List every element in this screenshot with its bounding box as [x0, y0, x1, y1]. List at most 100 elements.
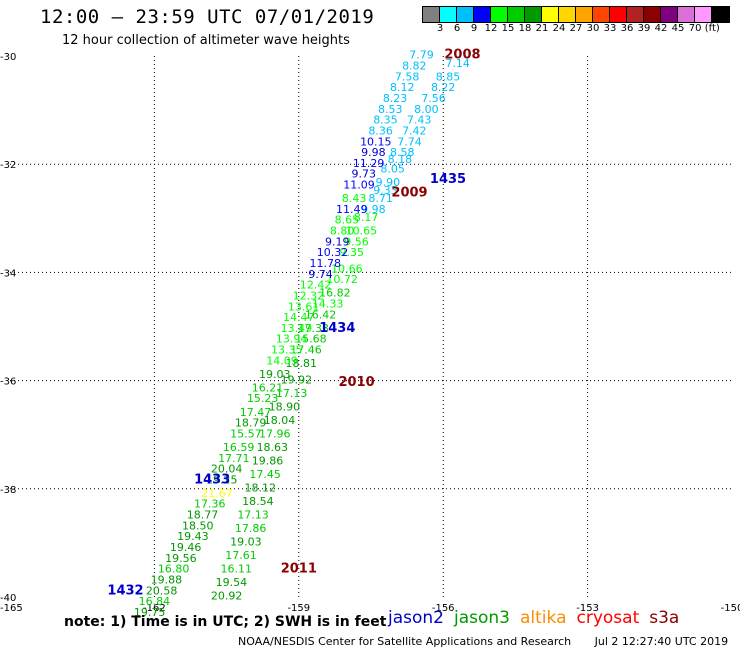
wave-height-point: 8.35 [373, 114, 398, 127]
wave-height-point: 17.36 [194, 498, 226, 511]
time-label: 2011 [281, 562, 317, 577]
colorbar-label: 3 [436, 23, 444, 34]
colorbar-swatch [695, 7, 712, 22]
wave-height-point: 8.22 [431, 81, 456, 94]
footer-source: NOAA/NESDIS Center for Satellite Applica… [238, 635, 572, 648]
colorbar-label: 42 [654, 23, 668, 34]
wave-height-point: 8.58 [390, 146, 415, 159]
wave-height-point: 10.65 [346, 225, 378, 238]
wave-height-point: 16.82 [319, 287, 351, 300]
colorbar-label: 15 [501, 23, 515, 34]
y-tick-label: -40 [0, 593, 16, 604]
wave-height-point: 8.00 [414, 103, 439, 116]
wave-height-point: 10.32 [317, 246, 349, 259]
x-tick-label: -159 [287, 603, 310, 614]
y-tick-label: -38 [0, 485, 16, 496]
wave-height-point: 7.58 [395, 70, 420, 83]
x-tick-label: -165 [0, 603, 23, 614]
colorbar-swatch [525, 7, 542, 22]
wave-height-point: 8.82 [402, 60, 427, 73]
wave-height-point: 20.04 [211, 463, 243, 476]
wave-height-point: 19.03 [259, 368, 291, 381]
wave-height-point: 17.13 [276, 387, 308, 400]
colorbar-label: 12 [484, 23, 498, 34]
wave-height-point: 17.13 [237, 509, 269, 522]
x-tick-label: -162 [143, 603, 166, 614]
wave-height-point: 16.80 [158, 563, 190, 576]
wave-height-point: 18.04 [264, 414, 296, 427]
legend-jason3: jason3 [454, 608, 510, 628]
colorbar-label: 36 [620, 23, 634, 34]
colorbar-swatch [678, 7, 695, 22]
colorbar-swatch [474, 7, 491, 22]
wave-height-point: 21.67 [201, 487, 233, 500]
note-text: note: 1) Time is in UTC; 2) SWH is in fe… [64, 614, 387, 630]
wave-height-point: 16.42 [305, 308, 337, 321]
footer: NOAA/NESDIS Center for Satellite Applica… [238, 635, 728, 648]
wave-height-point: 10.15 [360, 135, 392, 148]
wave-height-point: 12.42 [300, 279, 332, 292]
wave-height-point: 15.68 [295, 333, 327, 346]
time-label: 1434 [319, 321, 355, 336]
wave-height-point: 11.29 [353, 157, 385, 170]
wave-height-point: 14.09 [266, 354, 298, 367]
wave-height-point: 13.94 [276, 333, 308, 346]
wave-height-point: 20.58 [146, 584, 178, 597]
colorbar-label: 6 [453, 23, 461, 34]
colorbar-swatch [610, 7, 627, 22]
wave-height-point: 17.45 [249, 468, 281, 481]
wave-height-point: 8.05 [380, 162, 405, 175]
wave-height-point: 13.61 [288, 300, 320, 313]
time-label: 1432 [107, 583, 143, 598]
y-tick-label: -34 [0, 268, 16, 279]
wave-height-point: 16.59 [223, 441, 255, 454]
wave-height-point: 8.71 [368, 192, 393, 205]
wave-height-point: 7.56 [421, 92, 446, 105]
wave-height-point: 18.54 [242, 495, 274, 508]
wave-height-point: 17.61 [225, 549, 257, 562]
wave-height-point: 9.33 [373, 184, 398, 197]
wave-height-point: 18.79 [235, 417, 267, 430]
wave-height-point: 17.47 [240, 406, 272, 419]
x-tick-label: -153 [576, 603, 599, 614]
wave-height-point: 18.81 [285, 357, 317, 370]
colorbar-label: 9 [470, 23, 478, 34]
wave-height-point: 19.75 [134, 606, 166, 619]
satellite-legend: jason2 jason3 altika cryosat s3a [388, 608, 689, 628]
wave-height-point: 14.47 [283, 311, 315, 324]
wave-height-point: 19.25 [206, 473, 238, 486]
colorbar-swatch [542, 7, 559, 22]
chart-axes: -165 -162 -159 -156 -153 -150 -30 -32 -34 -36 -38 -… [0, 52, 740, 614]
wave-height-point: 11.09 [343, 179, 375, 192]
time-label: 1435 [430, 172, 466, 187]
y-tick-label: -30 [0, 52, 16, 63]
chart-points: 7.148.858.227.568.007.437.427.748.588.18… [134, 49, 470, 619]
wave-height-point: 8.65 [335, 214, 360, 227]
colorbar-swatch [508, 7, 525, 22]
wave-height-point: 15.23 [247, 392, 279, 405]
wave-height-point: 7.42 [402, 124, 427, 137]
wave-height-point: 7.74 [397, 135, 422, 148]
colorbar [422, 6, 730, 23]
colorbar-swatch [661, 7, 678, 22]
colorbar-label: 24 [552, 23, 566, 34]
wave-height-point: 16.11 [220, 563, 252, 576]
wave-height-point: 8.53 [378, 103, 403, 116]
wave-height-point: 17.86 [235, 522, 267, 535]
footer-timestamp: Jul 2 12:27:40 UTC 2019 [594, 635, 729, 648]
x-tick-label: -156 [432, 603, 455, 614]
wave-height-point: 17.46 [290, 344, 322, 357]
wave-height-point: 8.23 [383, 92, 408, 105]
time-label: 2008 [444, 48, 480, 63]
wave-height-point: 14.33 [312, 298, 344, 311]
wave-height-point: 19.88 [151, 573, 183, 586]
colorbar-label: 39 [637, 23, 651, 34]
wave-height-point: 9.56 [344, 235, 369, 248]
colorbar-swatch [593, 7, 610, 22]
wave-height-point: 19.92 [281, 373, 313, 386]
wave-height-point: 16.84 [139, 595, 171, 608]
wave-height-point: 7.14 [445, 57, 470, 70]
wave-height-point: 13.49 [281, 322, 313, 335]
